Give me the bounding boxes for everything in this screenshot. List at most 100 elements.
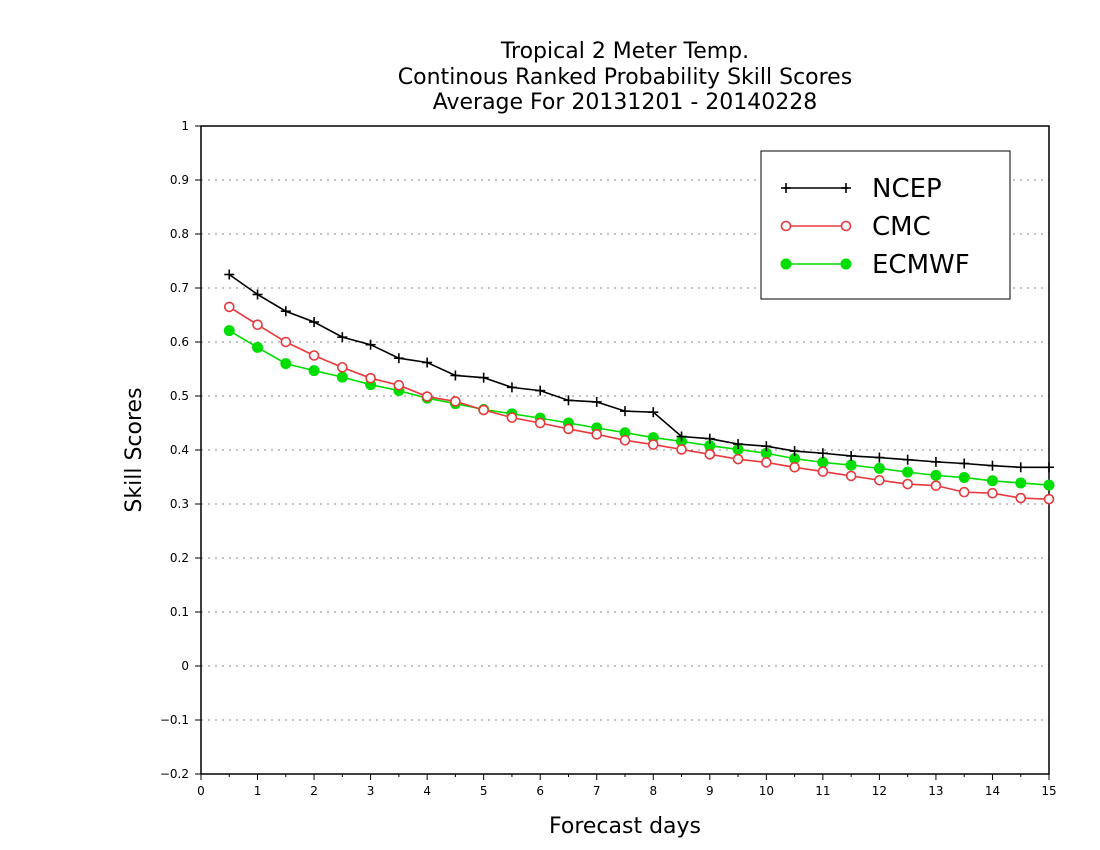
data-point-ncep (789, 446, 800, 457)
legend-marker (780, 258, 792, 270)
data-point-ncep (280, 306, 291, 317)
y-tick-label: 0.9 (170, 173, 189, 187)
data-point-ncep (959, 458, 970, 469)
data-point-ecmwf (252, 341, 264, 353)
data-point-ncep (987, 460, 998, 471)
y-tick-label: 0.2 (170, 551, 189, 565)
data-point-ecmwf (986, 475, 998, 487)
data-point-ncep (252, 289, 263, 300)
legend-item-ecmwf: ECMWF (780, 250, 970, 280)
data-point-ncep (620, 406, 630, 417)
y-tick-label: 0.5 (170, 389, 189, 403)
y-tick-label: 0.3 (170, 497, 189, 511)
data-point-ncep (902, 454, 913, 465)
series-ecmwf (223, 325, 1055, 491)
legend-marker (840, 220, 852, 232)
y-tick-label: 0.4 (170, 443, 189, 457)
series-cmc (223, 301, 1055, 505)
x-tick-label: 0 (197, 784, 205, 798)
data-point-ncep (648, 407, 659, 418)
data-point-ncep (761, 441, 772, 452)
data-point-cmc (958, 486, 970, 498)
x-tick-label: 10 (759, 784, 774, 798)
data-point-ecmwf (308, 365, 320, 377)
data-point-cmc (845, 470, 857, 482)
data-point-cmc (450, 396, 461, 407)
legend-item-cmc: CMC (780, 212, 931, 242)
data-point-ncep (930, 456, 941, 467)
data-point-ncep (393, 353, 404, 364)
data-point-ncep (1044, 462, 1054, 473)
data-point-cmc (1015, 492, 1027, 504)
legend-label-cmc: CMC (872, 212, 931, 242)
series-ncep (224, 269, 1054, 473)
x-tick-label: 14 (985, 784, 1000, 798)
data-point-ecmwf (1015, 477, 1027, 489)
y-tick-label: 0.1 (170, 605, 189, 619)
data-point-cmc (365, 372, 376, 384)
data-point-cmc (704, 449, 716, 460)
x-tick-label: 6 (536, 784, 544, 798)
chart-title: Tropical 2 Meter Temp. Continous Ranked … (398, 39, 852, 115)
data-point-ecmwf (958, 472, 970, 484)
y-tick-label: −0.2 (160, 767, 189, 781)
data-point-cmc (874, 474, 885, 486)
y-axis-ticks: −0.2 −0.1 0 0.1 0.2 0.3 0.4 0.5 0.6 0.7 0.8 0.9 1 (160, 119, 201, 781)
x-tick-label: 2 (310, 784, 318, 798)
legend-label-ncep: NCEP (872, 174, 942, 204)
data-point-cmc (252, 319, 263, 331)
data-point-ncep (309, 317, 320, 328)
legend-box (760, 150, 1011, 300)
legend-marker (840, 258, 852, 270)
y-tick-label: 0.7 (170, 281, 189, 295)
data-point-cmc (987, 487, 998, 499)
data-point-cmc (591, 429, 603, 440)
x-axis-label: Forecast days (549, 814, 701, 839)
x-tick-label: 1 (254, 784, 262, 798)
data-point-cmc (506, 412, 518, 423)
x-tick-label: 9 (706, 784, 714, 798)
data-point-cmc (761, 457, 772, 468)
data-point-ncep (535, 385, 546, 396)
y-tick-label: 0.6 (170, 335, 189, 349)
x-tick-label: 3 (367, 784, 375, 798)
legend: NCEP CMC ECMWF (760, 150, 1011, 300)
data-point-ncep (591, 396, 602, 407)
title-line-1: Tropical 2 Meter Temp. (500, 39, 749, 64)
data-point-ecmwf (223, 325, 235, 337)
data-point-cmc (676, 444, 687, 455)
x-tick-label: 15 (1041, 784, 1056, 798)
legend-item-ncep: NCEP (781, 174, 942, 204)
data-point-cmc (563, 423, 574, 435)
y-tick-label: 0 (181, 659, 189, 673)
x-tick-label: 13 (928, 784, 943, 798)
data-point-ncep (704, 433, 715, 444)
y-tick-label: 1 (181, 119, 189, 133)
series (223, 269, 1055, 505)
data-point-ecmwf (336, 371, 348, 383)
data-point-cmc (393, 379, 405, 391)
legend-marker (781, 183, 791, 193)
series-line-cmc (228, 306, 1050, 500)
data-point-ecmwf (873, 462, 885, 474)
data-point-ncep (365, 339, 376, 350)
y-tick-label: −0.1 (160, 713, 189, 727)
data-point-ncep (450, 370, 461, 381)
series-line-ecmwf (228, 329, 1050, 486)
x-tick-label: 5 (480, 784, 488, 798)
title-line-3: Average For 20131201 - 20140228 (433, 90, 818, 115)
data-point-cmc (1043, 493, 1055, 505)
data-point-cmc (223, 301, 235, 313)
x-axis-ticks: 0 1 2 3 4 5 6 7 8 9 10 11 12 13 14 15 (197, 774, 1057, 798)
x-tick-label: 8 (649, 784, 657, 798)
data-point-cmc (421, 391, 433, 402)
legend-marker (841, 183, 851, 193)
data-point-ecmwf (1043, 479, 1055, 491)
data-point-cmc (902, 478, 913, 490)
data-point-ncep (563, 395, 574, 406)
data-point-ncep (676, 431, 687, 442)
y-tick-label: 0.8 (170, 227, 189, 241)
data-point-ecmwf (902, 466, 914, 478)
title-line-2: Continous Ranked Probability Skill Score… (398, 65, 852, 90)
